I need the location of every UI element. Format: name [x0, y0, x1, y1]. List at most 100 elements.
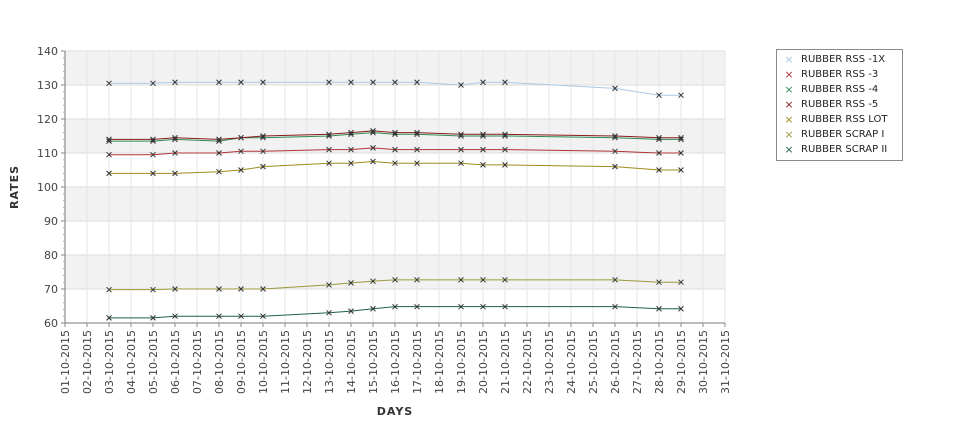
legend-marker-icon: × [784, 143, 794, 156]
data-point [678, 279, 684, 286]
data-point [458, 160, 464, 167]
x-tick-label: 06-10-2015 [169, 330, 182, 394]
data-point [458, 82, 464, 88]
data-point [326, 131, 332, 138]
data-point [106, 286, 112, 293]
x-tick-label: 28-10-2015 [653, 330, 666, 394]
data-point [260, 133, 266, 139]
data-point [172, 170, 178, 177]
x-tick-label: 19-10-2015 [455, 330, 468, 394]
x-tick-label: 22-10-2015 [521, 330, 534, 394]
legend-label: RUBBER RSS -3 [801, 69, 879, 80]
y-tick-label: 100 [37, 181, 58, 194]
series-markers [106, 79, 684, 321]
data-point [392, 146, 398, 153]
data-point [370, 128, 376, 134]
data-point [106, 170, 112, 177]
data-point [260, 79, 266, 86]
data-point [172, 286, 178, 292]
data-point [238, 134, 244, 141]
x-tick-label: 02-10-2015 [81, 330, 94, 394]
x-tick-label: 13-10-2015 [323, 330, 336, 394]
data-point [150, 151, 156, 158]
y-axis-title: RATES [8, 165, 21, 209]
data-point [656, 134, 662, 141]
data-point [106, 315, 112, 321]
data-point [502, 162, 508, 168]
x-tick-label: 01-10-2015 [59, 330, 72, 394]
x-tick-label: 17-10-2015 [411, 330, 424, 394]
data-point [106, 80, 112, 87]
x-tick-label: 15-10-2015 [367, 330, 380, 394]
legend-item: × RUBBER RSS -1X [777, 52, 902, 67]
legend-label: RUBBER RSS -4 [801, 84, 879, 95]
data-point [480, 276, 486, 283]
data-point [326, 146, 332, 153]
data-point [480, 131, 486, 138]
data-point [370, 278, 376, 285]
data-point [458, 303, 464, 310]
data-point [656, 305, 662, 312]
x-tick-label: 26-10-2015 [609, 330, 622, 394]
y-tick-label: 120 [37, 113, 58, 126]
data-point [238, 79, 244, 86]
data-point [656, 167, 662, 173]
legend-label: RUBBER RSS -5 [801, 99, 879, 110]
y-axis-ticks: 60 70 80 90 100 110 120 130 140 [37, 45, 65, 330]
data-point [216, 168, 222, 175]
legend-item: × RUBBER SCRAP I [777, 127, 902, 142]
data-point [414, 129, 420, 136]
x-tick-label: 08-10-2015 [213, 330, 226, 394]
data-point [348, 146, 354, 153]
data-point [150, 315, 156, 321]
data-point [172, 79, 178, 86]
data-point [392, 160, 398, 167]
y-tick-label: 140 [37, 45, 58, 58]
legend-item: × RUBBER RSS -4 [777, 82, 902, 97]
x-tick-label: 30-10-2015 [697, 330, 710, 394]
x-tick-label: 09-10-2015 [235, 330, 248, 394]
data-point [458, 276, 464, 283]
data-point [348, 280, 354, 286]
data-point [106, 138, 112, 144]
legend-label: RUBBER SCRAP I [801, 129, 885, 140]
data-point [172, 136, 178, 143]
legend-label: RUBBER RSS LOT [801, 114, 888, 125]
data-point [260, 286, 266, 292]
data-point [612, 276, 618, 283]
data-point [326, 160, 332, 167]
x-tick-label: 18-10-2015 [433, 330, 446, 394]
data-point [392, 131, 398, 138]
data-point [502, 133, 508, 139]
data-point [502, 303, 508, 310]
legend-marker-icon: × [784, 83, 794, 96]
data-point [414, 276, 420, 283]
data-point [480, 146, 486, 153]
data-point [216, 150, 222, 156]
data-point [678, 150, 684, 156]
data-point [106, 136, 112, 143]
data-point [326, 133, 332, 139]
data-point [678, 92, 684, 99]
data-point [678, 134, 684, 141]
data-point [348, 160, 354, 167]
data-point [656, 279, 662, 286]
data-point [326, 282, 332, 288]
data-point [458, 146, 464, 153]
x-tick-label: 24-10-2015 [565, 330, 578, 394]
data-point [260, 148, 266, 155]
legend-marker-icon: × [784, 68, 794, 81]
data-point [370, 145, 376, 151]
legend-item: × RUBBER RSS -5 [777, 97, 902, 112]
x-tick-label: 14-10-2015 [345, 330, 358, 394]
data-point [370, 305, 376, 312]
data-point [348, 131, 354, 138]
data-point [612, 134, 618, 141]
x-tick-label: 27-10-2015 [631, 330, 644, 394]
data-point [392, 276, 398, 283]
data-point [216, 136, 222, 143]
data-point [238, 167, 244, 173]
data-point [216, 79, 222, 86]
x-tick-label: 31-10-2015 [719, 330, 732, 394]
